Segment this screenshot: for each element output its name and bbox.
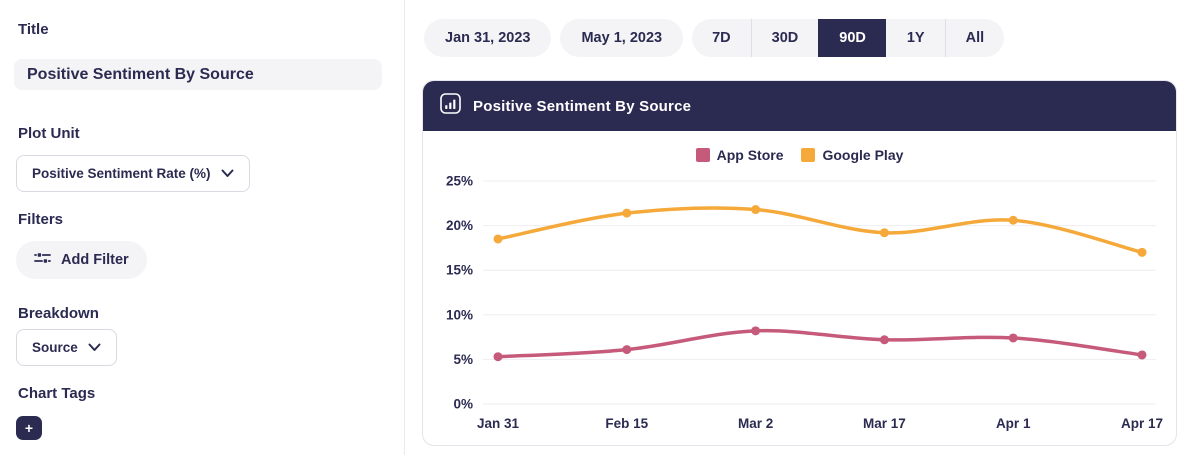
range-preset-1y[interactable]: 1Y xyxy=(906,30,925,46)
sidebar-divider xyxy=(404,0,405,455)
date-range-toolbar: Jan 31, 2023 May 1, 2023 7D 30D 90D 1Y All xyxy=(424,19,1005,57)
title-label: Title xyxy=(18,21,49,38)
chart-preview-area: Jan 31, 2023 May 1, 2023 7D 30D 90D 1Y All P… xyxy=(404,0,1192,455)
svg-text:Jan 31: Jan 31 xyxy=(477,416,520,431)
chevron-down-icon xyxy=(88,340,101,355)
svg-text:20%: 20% xyxy=(446,218,473,233)
svg-text:Apr 1: Apr 1 xyxy=(996,416,1031,431)
range-preset-7d[interactable]: 7D xyxy=(712,30,731,46)
legend-label: App Store xyxy=(716,147,784,163)
chart-tags-label: Chart Tags xyxy=(18,385,96,402)
chart-legend: App Store Google Play xyxy=(423,147,1176,163)
range-preset-30d[interactable]: 30D xyxy=(750,19,819,57)
svg-text:25%: 25% xyxy=(446,174,473,189)
chart-card-header: Positive Sentiment By Source xyxy=(423,81,1176,131)
end-date-button[interactable]: May 1, 2023 xyxy=(560,19,684,57)
chart-settings-sidebar: Title Plot Unit Positive Sentiment Rate … xyxy=(0,0,404,455)
chart-card-title: Positive Sentiment By Source xyxy=(473,97,692,115)
svg-text:5%: 5% xyxy=(453,352,473,367)
legend-item-app-store[interactable]: App Store xyxy=(695,147,784,163)
svg-text:15%: 15% xyxy=(446,263,473,278)
chart-card-body: App Store Google Play 0% 5% 10% 15% 20% 25% Jan… xyxy=(423,131,1176,445)
breakdown-value: Source xyxy=(32,340,78,355)
range-preset-group: 7D 30D 90D 1Y All xyxy=(692,19,1005,57)
chart-title-input[interactable] xyxy=(14,59,382,90)
plot-unit-label: Plot Unit xyxy=(18,125,80,142)
plot-unit-value: Positive Sentiment Rate (%) xyxy=(32,166,211,181)
svg-text:Mar 17: Mar 17 xyxy=(863,416,906,431)
add-filter-label: Add Filter xyxy=(61,252,129,268)
legend-label: Google Play xyxy=(822,147,904,163)
start-date-button[interactable]: Jan 31, 2023 xyxy=(424,19,552,57)
bar-chart-icon xyxy=(440,93,461,119)
range-preset-90d[interactable]: 90D xyxy=(818,19,886,57)
add-chart-tag-button[interactable]: + xyxy=(16,416,42,440)
filter-sliders-icon xyxy=(34,250,51,270)
breakdown-label: Breakdown xyxy=(18,305,99,322)
svg-text:Apr 17: Apr 17 xyxy=(1121,416,1163,431)
legend-item-google-play[interactable]: Google Play xyxy=(801,147,903,163)
svg-text:10%: 10% xyxy=(446,307,473,322)
chevron-down-icon xyxy=(221,166,234,181)
chart-card: Positive Sentiment By Source App Store Go… xyxy=(422,80,1177,446)
line-chart[interactable]: 0% 5% 10% 15% 20% 25% Jan 31 Feb 15 Mar 2 Mar 17 A… xyxy=(423,131,1178,445)
svg-text:Mar 2: Mar 2 xyxy=(738,416,773,431)
plot-unit-select[interactable]: Positive Sentiment Rate (%) xyxy=(16,155,250,192)
breakdown-select[interactable]: Source xyxy=(16,329,117,366)
filters-label: Filters xyxy=(18,211,64,228)
legend-swatch xyxy=(695,148,710,162)
add-filter-button[interactable]: Add Filter xyxy=(16,241,147,279)
legend-swatch xyxy=(801,148,816,162)
svg-text:Feb 15: Feb 15 xyxy=(605,416,648,431)
svg-text:0%: 0% xyxy=(453,397,473,412)
range-preset-all[interactable]: All xyxy=(944,19,1005,57)
